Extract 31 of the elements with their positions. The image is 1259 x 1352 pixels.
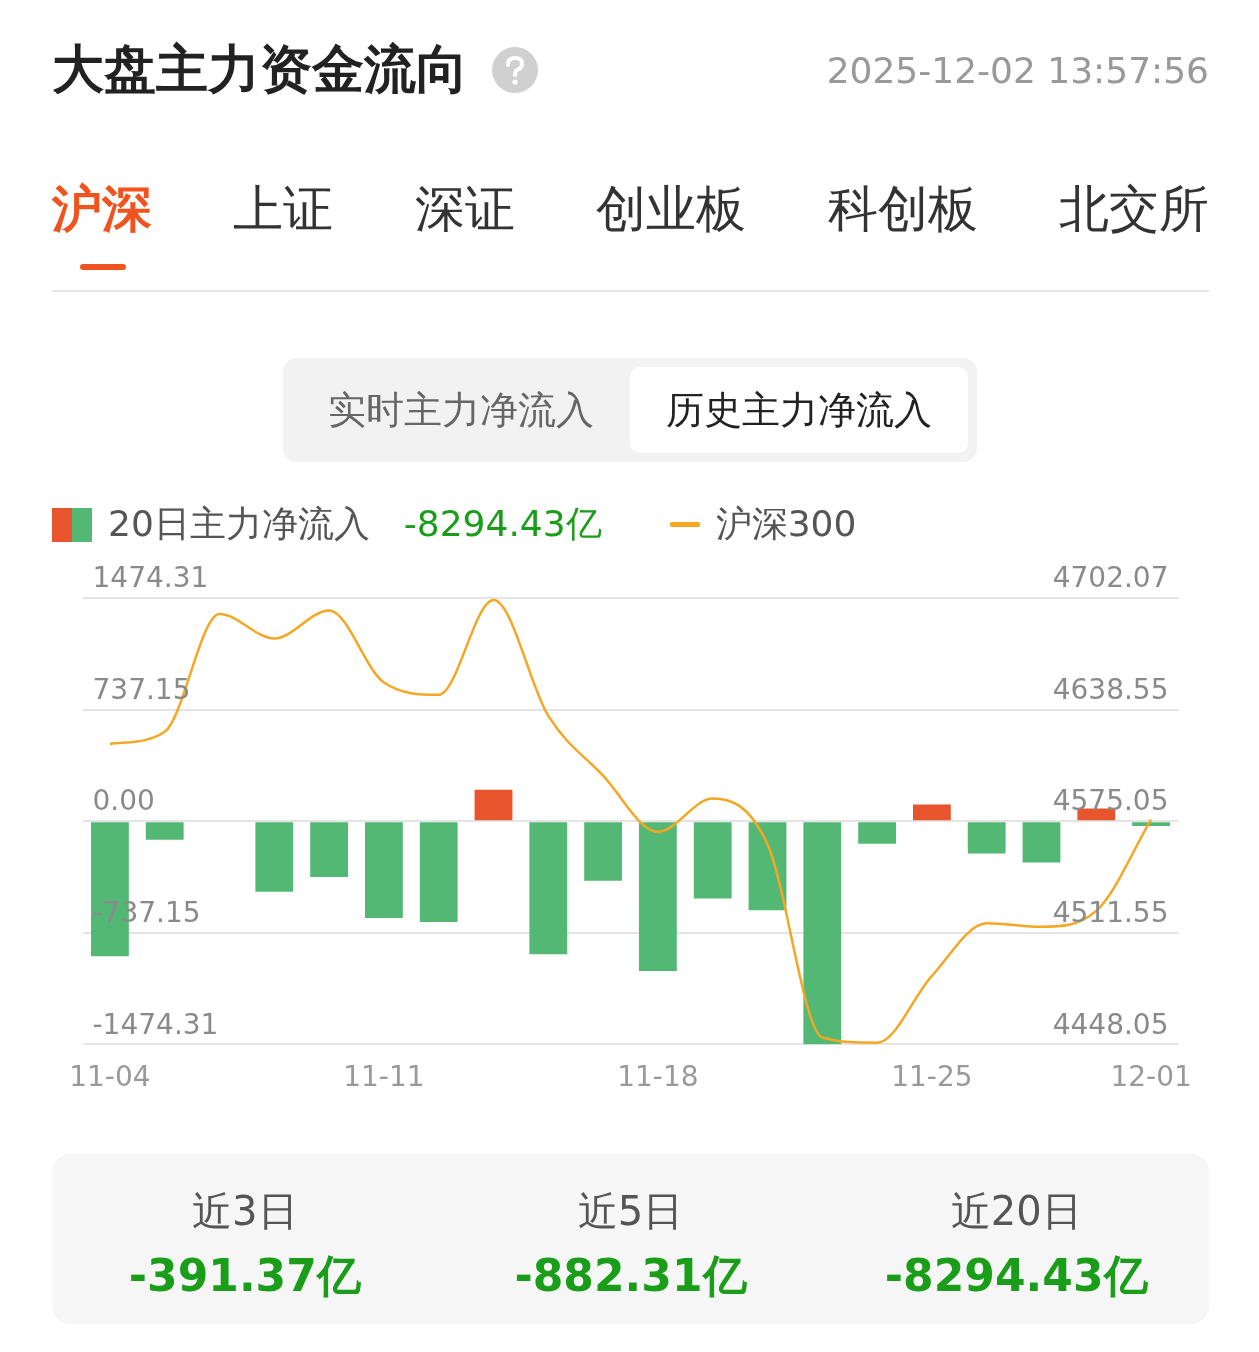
text: 历史主力净流入: [629, 367, 968, 453]
x-tick-label: 11-25: [891, 1060, 973, 1094]
chart-title: 大盘主力资金流向: [52, 38, 468, 101]
text: -8294.43亿: [884, 1250, 1148, 1301]
category-label: 近20日: [949, 1187, 1083, 1236]
text: 科创板: [827, 179, 978, 240]
y-tick-label: -1474.31: [92, 1007, 219, 1041]
y2-tick-label: 4638.55: [1052, 672, 1169, 706]
legend-label: 20日主力净流入: [108, 502, 370, 546]
text: 深证: [414, 179, 515, 240]
y2-tick-label: 4575.05: [1052, 784, 1169, 818]
x-tick-label: 11-04: [69, 1060, 151, 1094]
text: 实时主力净流入: [326, 386, 595, 434]
x-tick-label: 11-11: [343, 1060, 425, 1094]
text: -391.37亿: [128, 1250, 361, 1301]
category-label: 近3日: [191, 1187, 299, 1236]
y-tick-label: 0.00: [92, 784, 155, 818]
text: 上证: [233, 179, 334, 240]
y2-tick-label: 4702.07: [1052, 561, 1169, 595]
y2-tick-label: 4448.05: [1052, 1007, 1169, 1041]
text: -8294.43亿: [403, 502, 602, 546]
x-tick-label: 12-01: [1110, 1060, 1192, 1094]
text: -882.31亿: [514, 1250, 747, 1301]
legend-label: 沪深300: [715, 502, 857, 546]
text: 创业板: [596, 179, 747, 240]
y-tick-label: 1474.31: [92, 561, 209, 595]
x-tick-label: 11-18: [617, 1060, 699, 1094]
text: 沪深: [52, 179, 152, 240]
category-label: 近5日: [576, 1187, 685, 1236]
text: 2025-12-02 13:57:56: [826, 49, 1209, 91]
text: 北交所: [1058, 179, 1209, 240]
